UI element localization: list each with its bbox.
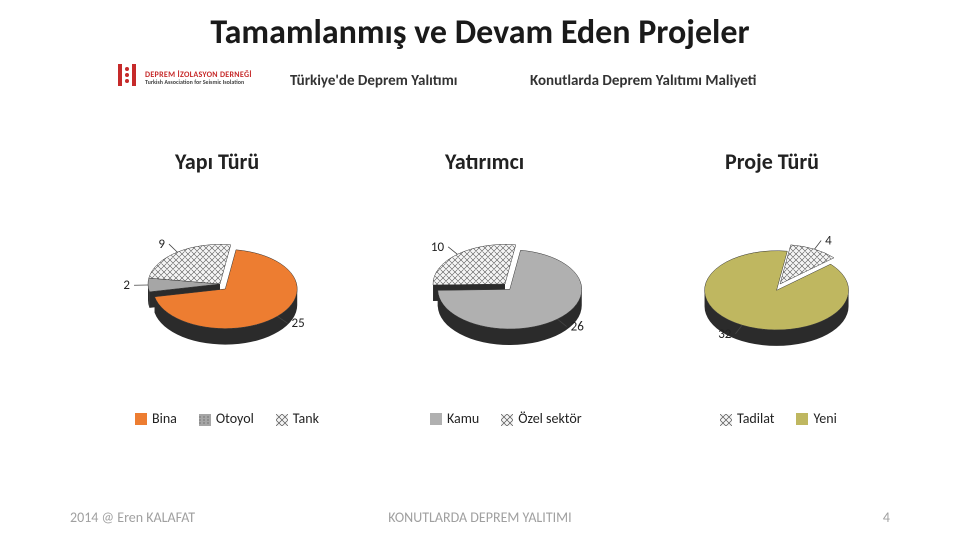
chart-title-proje: Proje Türü (725, 148, 819, 175)
association-logo: DEPREM İZOLASYON DERNEĞİ Turkish Associa… (115, 62, 252, 93)
page-title: Tamamlanmış ve Devam Eden Projeler (0, 12, 960, 53)
data-label: 10 (431, 240, 445, 255)
pie-slice (705, 251, 849, 330)
legend-swatch (796, 413, 808, 425)
legend-item: Kamu (430, 410, 479, 427)
legend-item: Tadilat (720, 410, 774, 427)
pie-yatirimci: 26 10 (395, 200, 615, 405)
legend-label: Özel sektör (518, 410, 581, 427)
pie-proje-turu: 4 32 (670, 200, 890, 405)
subtitle-right: Konutlarda Deprem Yalıtımı Maliyeti (530, 72, 756, 90)
chart-title-yatirimci: Yatırımcı (445, 148, 524, 175)
legend-swatch (720, 413, 732, 425)
legend-swatch (430, 413, 442, 425)
subtitle-left: Türkiye'de Deprem Yalıtımı (290, 72, 457, 90)
legend-swatch (276, 413, 288, 425)
legend-item: Yeni (796, 410, 836, 427)
legend-label: Kamu (447, 410, 479, 427)
legend-label: Otoyol (216, 410, 254, 427)
legend-label: Tank (293, 410, 319, 427)
data-label: 25 (291, 316, 304, 331)
legend-label: Yeni (813, 410, 836, 427)
legend-proje: Tadilat Yeni (720, 410, 837, 427)
legend-yapi: Bina Otoyol Tank (135, 410, 319, 427)
data-label: 32 (718, 327, 732, 342)
legend-yat: Kamu Özel sektör (430, 410, 582, 427)
legend-swatch (135, 413, 147, 425)
footer: 2014 @ Eren KALAFAT KONUTLARDA DEPREM YA… (70, 509, 890, 526)
logo-line2: Turkish Association for Seismic Isolatio… (145, 79, 252, 85)
legend-swatch (501, 413, 513, 425)
legend-item: Tank (276, 410, 319, 427)
pie-slice (433, 244, 516, 285)
data-label: 4 (825, 233, 832, 248)
legend-label: Tadilat (737, 410, 774, 427)
data-label: 9 (158, 237, 165, 252)
chart-title-yapi: Yapı Türü (175, 148, 259, 175)
legend-label: Bina (152, 410, 177, 427)
data-label: 2 (123, 278, 130, 293)
pie-yapi-turu: 25 2 9 (110, 200, 330, 405)
legend-item: Özel sektör (501, 410, 581, 427)
footer-center: KONUTLARDA DEPREM YALITIMI (70, 509, 890, 526)
legend-item: Otoyol (199, 410, 254, 427)
legend-item: Bina (135, 410, 177, 427)
data-label: 26 (571, 320, 585, 335)
legend-swatch (199, 413, 211, 425)
logo-glyph (115, 62, 139, 93)
